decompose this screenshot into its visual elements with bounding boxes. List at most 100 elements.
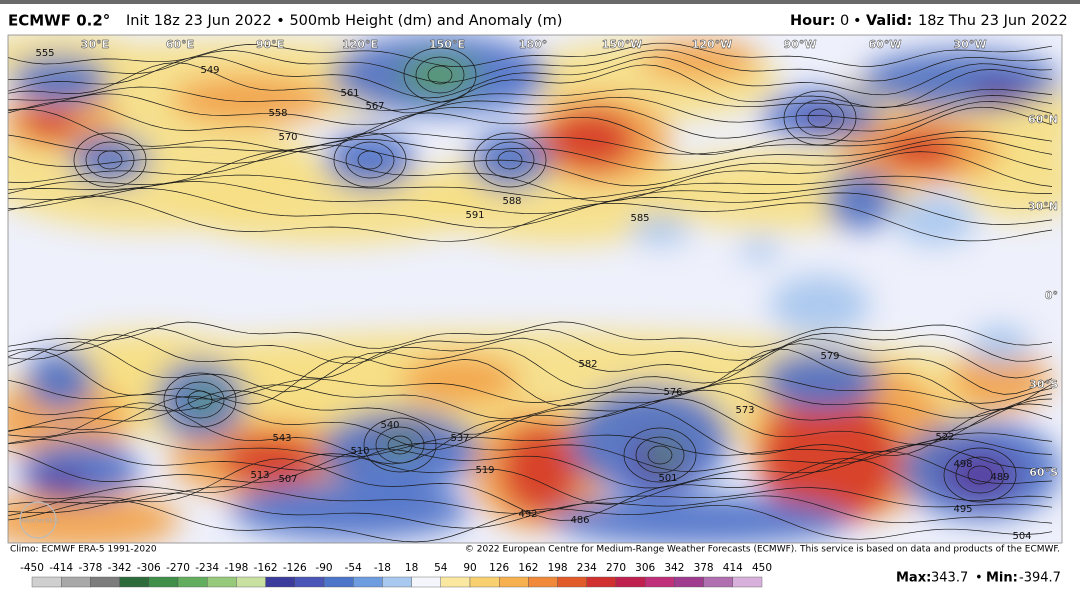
- contour-ring: [647, 445, 673, 465]
- contours: [8, 42, 1053, 543]
- contour-line: [8, 321, 1053, 349]
- anomaly-blob: [400, 57, 480, 93]
- max-value: 343.7: [931, 571, 968, 586]
- anomaly-blob: [895, 195, 975, 245]
- contour-label: 510: [350, 446, 369, 457]
- colorbar-swatch: [119, 576, 149, 588]
- contour-ring: [363, 417, 437, 473]
- anomaly-blob: [860, 50, 1060, 110]
- colorbar-tick-label: 270: [606, 562, 626, 574]
- map: 30°E 60°E 90°E 120°E 150°E 180° 150°W 120°W 90°W…: [8, 35, 1062, 543]
- contour-ring: [415, 56, 465, 94]
- contour-label: 498: [953, 459, 972, 470]
- contour-line: [8, 450, 1053, 505]
- colorbar-swatch: [440, 576, 471, 588]
- colorbar-tick-label: 414: [723, 562, 743, 574]
- contour-line: [8, 382, 1053, 419]
- longitude-label: 30°W: [954, 38, 987, 51]
- anomaly-blob: [760, 350, 880, 410]
- min-label: Min:: [986, 571, 1018, 586]
- contour-label: 504: [1012, 531, 1031, 542]
- contour-ring: [497, 150, 523, 170]
- contour-line: [8, 492, 1053, 529]
- contour-ring: [807, 108, 833, 128]
- contour-label: 540: [380, 420, 399, 431]
- colorbar-tick-label: -378: [78, 562, 102, 574]
- longitude-label: 30°E: [81, 38, 109, 51]
- colorbar-tick-label: -18: [374, 562, 391, 574]
- colorbar-swatch: [294, 576, 325, 588]
- contour-line: [8, 106, 1053, 155]
- anomaly-blob: [550, 495, 850, 543]
- watermark-logo: [19, 501, 57, 539]
- longitude-label: 120°W: [692, 38, 733, 51]
- contour-label: 489: [990, 472, 1009, 483]
- colorbar-swatch: [206, 576, 237, 588]
- contour-line: [8, 181, 1053, 215]
- latitude-label: 60°N: [1028, 113, 1058, 126]
- colorbar-tick-label: 378: [694, 562, 714, 574]
- contour-label: 585: [630, 213, 649, 224]
- colorbar-tick-label: 198: [548, 562, 568, 574]
- anomaly-blob: [470, 130, 550, 190]
- contour-line: [8, 143, 1053, 187]
- anomaly-blob: [220, 435, 320, 485]
- colorbar-swatch: [411, 576, 442, 588]
- longitude-label: 90°E: [256, 38, 284, 51]
- contour-line: [8, 402, 1053, 465]
- colorbar-swatch: [382, 576, 412, 588]
- contour-line: [8, 137, 1053, 171]
- contour-ring: [85, 141, 135, 179]
- hour-label: Hour:: [790, 13, 835, 29]
- anomaly-blob: [800, 110, 840, 130]
- contour-ring: [375, 426, 425, 464]
- colorbar-tick-label: 162: [518, 562, 538, 574]
- colorbar-swatch: [148, 576, 179, 588]
- colorbar-swatch: [61, 576, 91, 588]
- min-value: -394.7: [1019, 571, 1061, 586]
- contour-line: [8, 100, 1053, 139]
- hour-value: 0: [840, 13, 849, 29]
- separator: •: [853, 13, 862, 29]
- colorbar-swatch: [90, 576, 120, 588]
- anomaly-blob: [400, 355, 520, 405]
- contour-ring: [427, 65, 453, 85]
- contour-ring: [175, 381, 225, 419]
- contour-ring: [345, 141, 395, 179]
- colorbar-tick-label: -198: [224, 562, 248, 574]
- contour-ring: [163, 372, 237, 428]
- contour-label: 588: [502, 196, 521, 207]
- colorbar-swatch: [703, 576, 733, 588]
- longitude-label: 150°W: [602, 38, 643, 51]
- colorbar-swatch: [557, 576, 587, 588]
- anomaly-blob: [640, 40, 760, 80]
- contour-label: 519: [475, 465, 494, 476]
- longitude-label: 60°W: [869, 38, 902, 51]
- anomaly-blob: [760, 395, 900, 525]
- contour-ring: [403, 47, 477, 103]
- anomaly-blob: [230, 480, 470, 540]
- anomaly-blob: [500, 425, 580, 515]
- colorbar-swatch: [323, 576, 354, 588]
- contour-label: 549: [200, 65, 219, 76]
- anomaly-blob: [880, 130, 960, 170]
- anomaly-blob: [170, 75, 330, 125]
- colorbar-tick-label: 18: [405, 562, 418, 574]
- contour-label: 495: [953, 504, 972, 515]
- colorbar-tick-label: -342: [108, 562, 132, 574]
- contour-line: [8, 499, 1053, 543]
- colorbar: -450 -414 -378 -342 -306 -270 -234 -198 -162 -126…: [20, 562, 772, 588]
- colorbar-swatch: [732, 576, 763, 588]
- anomaly-blob: [650, 443, 680, 467]
- contour-label: 576: [663, 387, 682, 398]
- contour-label: 543: [272, 433, 291, 444]
- anomaly-blob: [630, 215, 690, 245]
- contour-label: 573: [735, 405, 754, 416]
- contour-line: [8, 395, 1053, 450]
- contour-line: [8, 195, 1053, 242]
- contour-line: [8, 49, 1053, 83]
- anomaly-blob: [770, 275, 870, 335]
- contour-ring: [943, 447, 1017, 503]
- contour-ring: [967, 465, 993, 485]
- colorbar-tick-label: -306: [137, 562, 161, 574]
